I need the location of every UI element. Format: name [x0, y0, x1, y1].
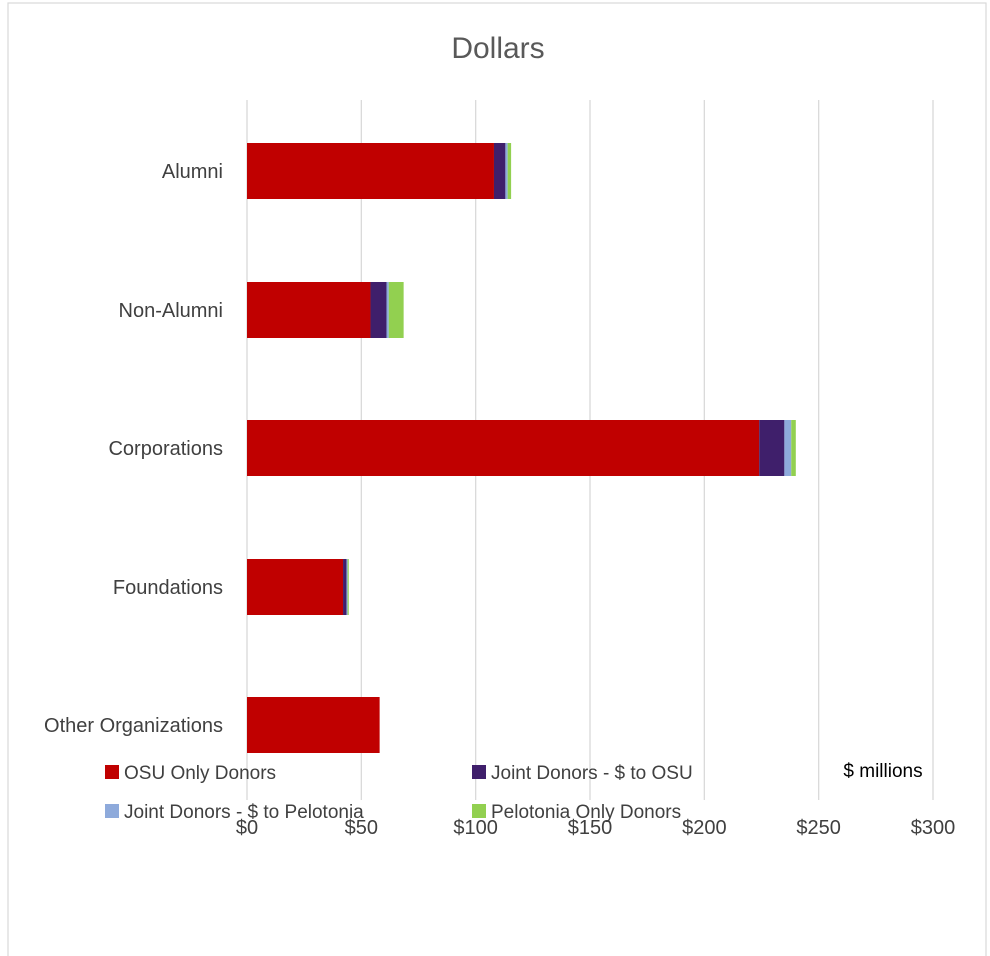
x-tick-labels: $0 $50 $100 $150 $200 $250 $300 [236, 817, 955, 839]
chart-title: Dollars [451, 32, 544, 65]
bar-segment [507, 143, 512, 199]
category-label: Foundations [113, 577, 223, 599]
legend-label: Joint Donors - $ to Pelotonia [124, 802, 364, 823]
category-label: Other Organizations [44, 715, 223, 737]
category-label: Corporations [108, 438, 223, 460]
category-labels: Alumni Non-Alumni Corporations Foundations O… [44, 161, 223, 737]
category-label: Non-Alumni [119, 300, 223, 322]
bar-segment [386, 282, 389, 338]
legend-swatch [105, 765, 119, 779]
legend-label: Pelotonia Only Donors [491, 802, 681, 823]
x-tick-label: $200 [682, 817, 727, 839]
bar-segment [343, 559, 347, 615]
bar-segment [505, 143, 508, 199]
legend-swatch [105, 804, 119, 818]
bar-segment [247, 559, 344, 615]
legend-swatch [472, 765, 486, 779]
bar-segment [791, 420, 796, 476]
legend: OSU Only Donors Joint Donors - $ to OSU Jo… [105, 763, 693, 823]
bar-segment [247, 143, 494, 199]
bar-segment [247, 420, 760, 476]
bar-segment [247, 282, 371, 338]
legend-label: Joint Donors - $ to OSU [491, 763, 693, 784]
bar-segment [370, 282, 387, 338]
bar-segment [347, 559, 349, 615]
units-label: $ millions [843, 761, 922, 782]
bar-segment [759, 420, 785, 476]
x-tick-label: $250 [796, 817, 841, 839]
category-label: Alumni [162, 161, 223, 183]
legend-label: OSU Only Donors [124, 763, 276, 784]
legend-swatch [472, 804, 486, 818]
x-tick-label: $150 [568, 817, 613, 839]
bar-segment [346, 559, 348, 615]
bar-segment [493, 143, 506, 199]
x-tick-label: $300 [911, 817, 956, 839]
x-tick-label: $50 [345, 817, 378, 839]
bars [247, 143, 796, 753]
x-tick-label: $100 [453, 817, 498, 839]
bar-segment [247, 697, 380, 753]
bar-segment [784, 420, 792, 476]
x-tick-label: $0 [236, 817, 258, 839]
bar-segment [388, 282, 404, 338]
